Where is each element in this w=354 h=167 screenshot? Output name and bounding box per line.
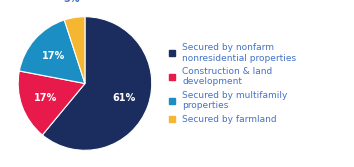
Text: 61%: 61% bbox=[112, 93, 136, 103]
Wedge shape bbox=[64, 17, 85, 84]
Wedge shape bbox=[19, 20, 85, 84]
Legend: Secured by nonfarm
nonresidential properties, Construction & land
development, S: Secured by nonfarm nonresidential proper… bbox=[169, 43, 297, 124]
Wedge shape bbox=[42, 17, 152, 150]
Text: 17%: 17% bbox=[34, 93, 58, 103]
Wedge shape bbox=[18, 71, 85, 135]
Text: 17%: 17% bbox=[42, 51, 65, 61]
Text: 5%: 5% bbox=[63, 0, 80, 4]
